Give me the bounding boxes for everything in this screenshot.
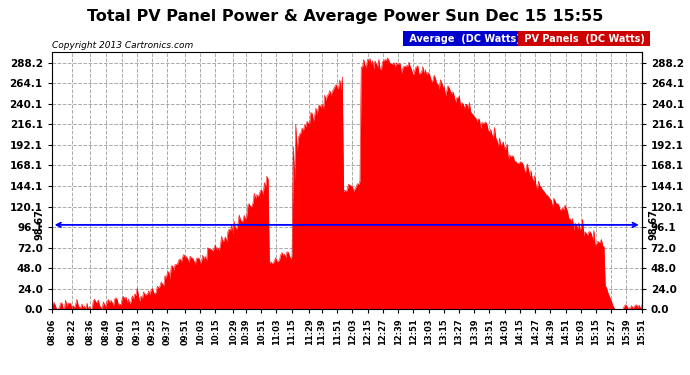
Text: Total PV Panel Power & Average Power Sun Dec 15 15:55: Total PV Panel Power & Average Power Sun… [87,9,603,24]
Text: Average  (DC Watts): Average (DC Watts) [406,33,524,44]
Text: 98.67: 98.67 [649,210,659,240]
Text: Copyright 2013 Cartronics.com: Copyright 2013 Cartronics.com [52,41,194,50]
Text: PV Panels  (DC Watts): PV Panels (DC Watts) [521,33,648,44]
Text: 98.67: 98.67 [34,210,45,240]
